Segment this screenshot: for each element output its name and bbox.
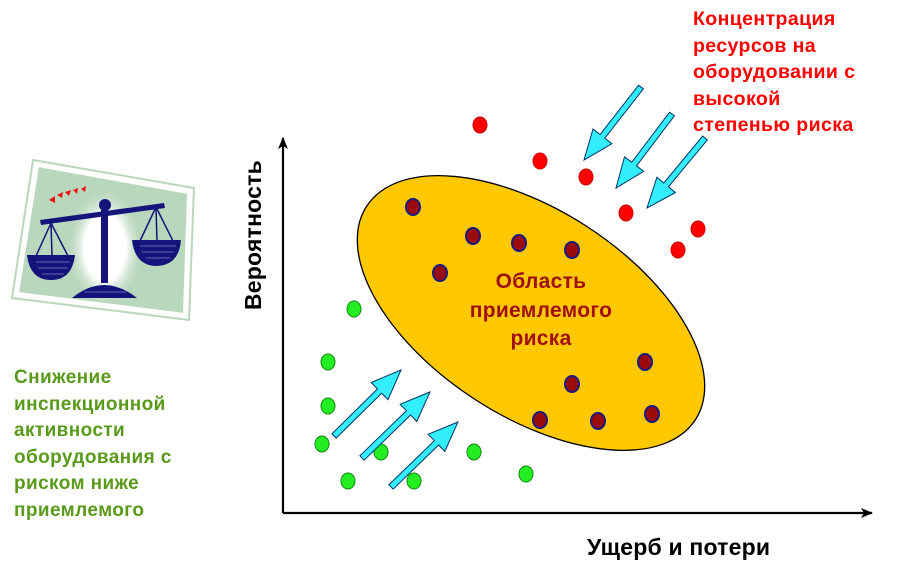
arrow-icon	[388, 421, 459, 490]
acceptable-risk-point	[432, 264, 448, 282]
x-axis-label: Ущерб и потери	[587, 534, 771, 560]
acceptable-risk-point	[511, 234, 527, 252]
low-risk-annotation: Снижение инспекционной активности оборуд…	[14, 367, 172, 521]
arrow-icon	[359, 391, 431, 461]
acceptable-risk-region	[356, 175, 706, 451]
acceptable-risk-label: Область приемлемого риска	[469, 270, 613, 350]
scales-icon	[27, 199, 181, 298]
low-risk-point	[340, 472, 356, 490]
high-risk-point	[578, 168, 594, 186]
axes	[278, 137, 873, 518]
low-risk-point	[518, 465, 534, 483]
scales-image	[10, 158, 196, 322]
acceptable-risk-point	[405, 198, 421, 216]
arrow-icon	[615, 111, 676, 190]
low-risk-point	[314, 435, 330, 453]
acceptable-risk-point	[532, 411, 548, 429]
resource-concentration-arrows	[583, 84, 709, 210]
low-risk-point	[406, 472, 422, 490]
high-risk-point	[618, 204, 634, 222]
acceptable-risk-point	[644, 405, 660, 423]
red-arrowheads-decoration	[49, 186, 86, 203]
low-risk-point	[320, 397, 336, 415]
arrow-icon	[583, 84, 645, 162]
acceptable-risk-point	[465, 227, 481, 245]
acceptable-risk-point	[590, 412, 606, 430]
high-risk-point	[532, 152, 548, 170]
y-axis-label: Вероятность	[240, 160, 266, 310]
high-risk-annotation: Концентрация ресурсов на оборудовании с …	[693, 8, 856, 136]
low-risk-point	[320, 353, 336, 371]
high-risk-point	[670, 241, 686, 259]
arrow-icon	[646, 135, 709, 210]
inspection-reduction-arrows	[331, 369, 459, 490]
acceptable-risk-points	[405, 198, 660, 430]
low-risk-point	[466, 443, 482, 461]
acceptable-risk-point	[564, 241, 580, 259]
high-risk-points	[472, 116, 706, 259]
arrow-icon	[331, 369, 402, 439]
low-risk-point	[346, 300, 362, 318]
high-risk-point	[472, 116, 488, 134]
low-risk-points	[314, 300, 534, 490]
high-risk-point	[690, 220, 706, 238]
acceptable-risk-point	[637, 353, 653, 371]
acceptable-risk-point	[564, 375, 580, 393]
